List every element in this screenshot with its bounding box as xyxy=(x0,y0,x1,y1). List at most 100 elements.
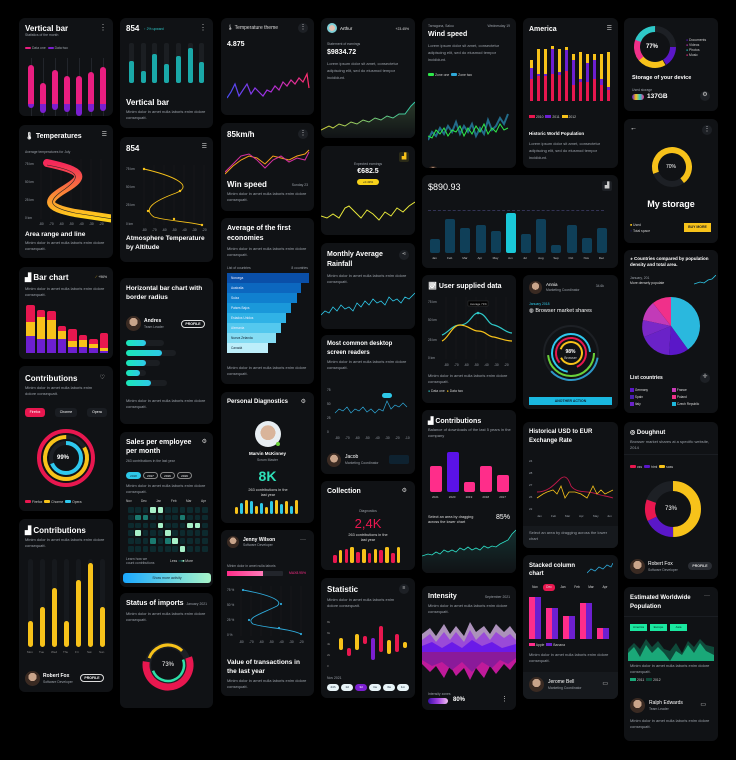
month-label: Feb xyxy=(447,256,453,260)
heart-icon[interactable]: ♡ xyxy=(99,375,105,381)
range-1w[interactable]: 1w xyxy=(369,684,381,691)
contribution-heatmap xyxy=(128,507,210,555)
pie-chart xyxy=(642,296,701,356)
avatar xyxy=(529,677,544,692)
year-filter-2017[interactable]: 2017 xyxy=(143,472,158,479)
card-description: Minim dolor in amet nulla laboris enim d… xyxy=(327,273,407,284)
share-icon[interactable]: ⋖ xyxy=(399,250,409,260)
year-filter: 2018 2017 2016 2019 xyxy=(126,472,210,480)
another-action-button[interactable]: ANOTHER ACTION xyxy=(529,397,612,405)
month-tab-Feb[interactable]: Feb xyxy=(574,585,580,589)
bar-data-two xyxy=(88,104,94,112)
stack-segment xyxy=(558,74,561,101)
country-bar: Suiza xyxy=(227,293,297,303)
svg-text:22: 22 xyxy=(529,507,533,511)
filter-icon[interactable]: ☰ xyxy=(606,26,612,32)
bar-track xyxy=(140,43,146,83)
message-icon[interactable]: ▭ xyxy=(602,681,608,687)
profile-button[interactable]: PROFILE xyxy=(181,320,205,328)
year-filter-2019[interactable]: 2019 xyxy=(177,472,192,479)
more-icon[interactable]: ⋮ xyxy=(199,23,207,32)
region-tag-europe[interactable]: Europe xyxy=(650,624,667,631)
filter-icon[interactable]: ☰ xyxy=(201,144,207,150)
stack-segment xyxy=(78,347,87,353)
tab-firefox[interactable]: Firefox xyxy=(25,408,45,417)
mini-bar xyxy=(356,551,360,563)
gear-icon[interactable]: ⚙ xyxy=(401,488,407,494)
yellow-bar-chart: Mon Tue Wed Thu Fri Sat Sun xyxy=(25,559,109,657)
donut-center-value: 73% xyxy=(162,662,175,668)
month-tab-Apr[interactable]: Apr xyxy=(602,585,608,589)
stack-segment xyxy=(537,73,540,77)
card-jenny-transactions: Jenny Wilson Software Developer ··· Mini… xyxy=(221,530,314,696)
country-item: France xyxy=(672,388,687,393)
bar-data-one xyxy=(64,76,70,104)
more-icon[interactable]: ⋮ xyxy=(501,696,508,703)
svg-text:25 %: 25 % xyxy=(227,618,234,622)
bar-chart-icon[interactable]: ▟ xyxy=(602,181,612,191)
metric-value: 854 xyxy=(126,144,140,153)
region-tag-america[interactable]: America xyxy=(630,624,647,631)
message-icon[interactable]: ▭ xyxy=(700,702,706,708)
gradient-line-chart xyxy=(227,72,310,99)
range-24h[interactable]: 24h xyxy=(327,684,339,691)
back-arrow-icon[interactable]: ← xyxy=(630,125,637,132)
month-bar xyxy=(490,231,501,253)
bar xyxy=(140,71,146,83)
more-icon[interactable]: ⋮ xyxy=(298,23,308,33)
stack-segment xyxy=(78,340,87,348)
range-3d[interactable]: 3d xyxy=(355,684,367,691)
legend: ● Documents ● Videos ● Photos ● Music xyxy=(686,38,707,57)
tab-chrome[interactable]: Chorme xyxy=(55,408,77,417)
profile-button[interactable]: PROFILE xyxy=(688,562,712,570)
filter-icon[interactable]: ≡ xyxy=(399,584,409,594)
svg-text:50 %: 50 % xyxy=(227,603,234,607)
month-tab-Mar[interactable]: Mar xyxy=(588,585,594,589)
stack-segment xyxy=(68,347,77,353)
region-tag-asia[interactable]: Asia xyxy=(670,624,687,631)
show-more-activity-button[interactable]: Show more activity xyxy=(123,573,211,583)
buy-more-button[interactable]: BUY MORE xyxy=(684,223,711,232)
month-label: Mar xyxy=(186,499,192,503)
profile-button[interactable]: PROFILE xyxy=(80,674,104,682)
month-label: Dec xyxy=(141,499,147,503)
month-tab-Jan[interactable]: Jan xyxy=(560,585,566,589)
more-icon[interactable]: ⋮ xyxy=(702,125,712,135)
tab-opera[interactable]: Opera xyxy=(87,408,107,417)
line-chart-icon: 📈︎ xyxy=(428,283,437,290)
range-selector: 24h 1d 3d 1w 3w 1m xyxy=(327,684,411,692)
month-tab-Dec[interactable]: Dec xyxy=(543,584,555,591)
stack-segment xyxy=(586,62,589,82)
bar-chart-icon[interactable]: ▟ xyxy=(399,152,409,162)
more-icon[interactable]: ··· xyxy=(704,593,710,599)
heatmap-cell xyxy=(150,530,156,536)
learn-link[interactable]: Learn how we count contributions xyxy=(126,557,155,565)
stack-segment xyxy=(544,73,547,77)
navigator-panel[interactable] xyxy=(523,526,618,548)
mini-bar xyxy=(290,505,293,514)
svg-text:-30: -30 xyxy=(89,222,94,226)
more-icon[interactable]: ⋮ xyxy=(99,23,107,32)
more-icon[interactable]: ··· xyxy=(300,537,306,543)
filter-icon[interactable]: ☰ xyxy=(101,132,107,138)
heatmap-cell xyxy=(202,507,208,513)
gear-icon[interactable]: ⚙ xyxy=(201,439,207,445)
crosshair-icon[interactable]: ✛ xyxy=(700,373,710,383)
gear-icon[interactable]: ⚙ xyxy=(300,399,306,405)
stack-segment xyxy=(565,47,568,50)
area-range-chart: 75 km 50 km 25 km 0 km -80 -70 -60 -50 -40 -30 -2… xyxy=(25,159,111,226)
month-label: Oct xyxy=(568,256,574,260)
year-filter-2016[interactable]: 2016 xyxy=(160,472,175,479)
more-icon[interactable]: ⋮ xyxy=(298,129,308,139)
stack-segment xyxy=(99,350,108,353)
range-1m[interactable]: 1m xyxy=(397,684,409,691)
range-1d[interactable]: 1d xyxy=(341,684,353,691)
month-tab-Nov[interactable]: Nov xyxy=(532,585,538,589)
metric-caption: 263 contributions in the last year xyxy=(348,533,388,542)
month-label: Nov xyxy=(126,499,132,503)
range-3w[interactable]: 3w xyxy=(383,684,395,691)
heatmap-cell xyxy=(202,522,208,529)
year-filter-2018[interactable]: 2018 xyxy=(126,472,141,479)
stack-segment xyxy=(558,48,561,72)
gear-icon[interactable]: ⚙ xyxy=(700,91,710,101)
